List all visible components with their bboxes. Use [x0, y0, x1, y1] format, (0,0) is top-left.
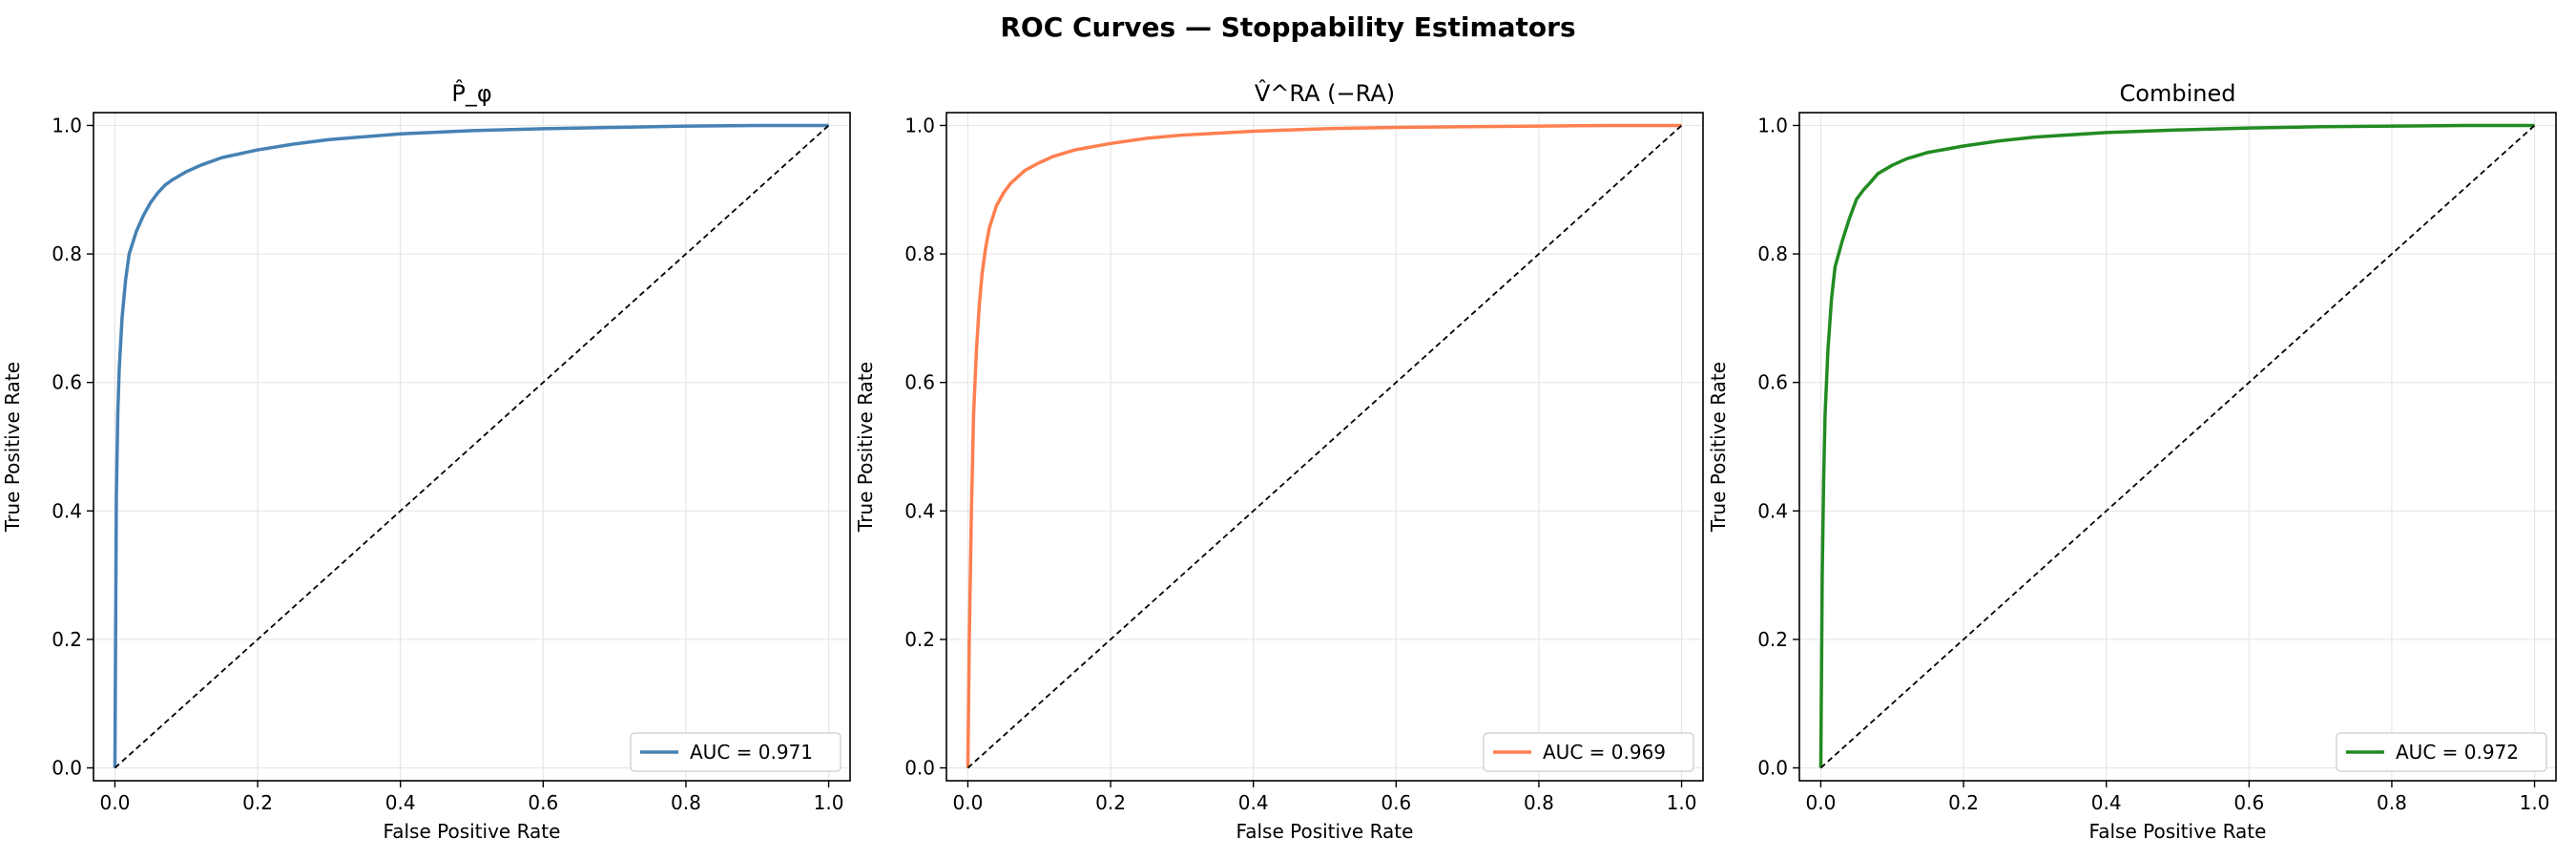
y-tick-label: 0.4: [52, 499, 82, 522]
axes-frame: [93, 112, 851, 782]
x-tick-label: 0.8: [1524, 791, 1554, 814]
legend-box: [2336, 732, 2547, 772]
y-axis-label: True Positive Rate: [1707, 362, 1730, 533]
x-axis-label: False Positive Rate: [1236, 820, 1414, 843]
y-tick-label: 0.8: [52, 242, 82, 265]
y-tick-label: 0.0: [904, 757, 935, 780]
x-tick-label: 0.4: [385, 791, 416, 814]
y-tick-label: 0.2: [1757, 628, 1788, 651]
axes-frame: [1798, 112, 2557, 782]
x-tick-label: 0.2: [1948, 791, 1979, 814]
y-tick-label: 0.4: [904, 499, 935, 522]
chance-diagonal-line: [966, 124, 1683, 769]
figure-suptitle: ROC Curves — Stoppability Estimators: [1000, 11, 1575, 43]
x-tick-label: 1.0: [2520, 791, 2550, 814]
x-tick-label: 0.0: [1806, 791, 1837, 814]
x-tick-label: 0.2: [242, 791, 273, 814]
legend-box: [630, 732, 841, 772]
legend-label: AUC = 0.969: [1543, 741, 1666, 764]
y-tick-label: 0.6: [1757, 371, 1788, 394]
x-tick-label: 1.0: [1667, 791, 1697, 814]
x-tick-label: 0.4: [2091, 791, 2122, 814]
roc-panel-3: 0.0 0.2 0.4 0.6 0.8 1.0 0.0 0.2 0.4 0.6 0.8 1.0 Fals…: [1707, 80, 2557, 843]
panels: 0.0 0.2 0.4 0.6 0.8 1.0 0.0 0.2 0.4 0.6 0.8 1.0 Fals…: [1, 80, 2557, 843]
y-axis-label: True Positive Rate: [854, 362, 877, 533]
panel-title: V̂^RA (−RA): [1255, 80, 1395, 107]
y-tick-label: 0.6: [904, 371, 935, 394]
chance-diagonal-line: [1819, 124, 2536, 769]
x-tick-label: 0.4: [1238, 791, 1269, 814]
roc-panel-1: 0.0 0.2 0.4 0.6 0.8 1.0 0.0 0.2 0.4 0.6 0.8 1.0 Fals…: [1, 80, 851, 843]
x-axis-label: False Positive Rate: [2089, 820, 2267, 843]
y-tick-label: 0.0: [52, 757, 82, 780]
x-tick-label: 0.6: [528, 791, 558, 814]
x-tick-label: 0.8: [671, 791, 701, 814]
legend-label: AUC = 0.971: [690, 741, 813, 764]
y-tick-label: 0.2: [904, 628, 935, 651]
x-tick-label: 0.8: [2377, 791, 2407, 814]
roc-curve-line: [1818, 123, 2535, 768]
panel-title: Combined: [2120, 80, 2236, 107]
x-tick-label: 0.6: [1381, 791, 1411, 814]
x-tick-label: 0.6: [2233, 791, 2264, 814]
x-tick-label: 0.2: [1095, 791, 1126, 814]
y-tick-label: 0.4: [1757, 499, 1788, 522]
legend: AUC = 0.971: [630, 732, 841, 772]
legend: AUC = 0.972: [2336, 732, 2547, 772]
legend-label: AUC = 0.972: [2396, 741, 2519, 764]
x-tick-label: 0.0: [100, 791, 131, 814]
y-axis-label: True Positive Rate: [1, 362, 24, 533]
x-tick-label: 0.0: [953, 791, 984, 814]
y-tick-label: 0.6: [52, 371, 82, 394]
x-axis-label: False Positive Rate: [384, 820, 561, 843]
roc-curve-line: [113, 123, 829, 768]
y-tick-label: 1.0: [52, 114, 82, 136]
y-tick-label: 1.0: [904, 114, 935, 136]
y-tick-label: 0.8: [1757, 242, 1788, 265]
legend: AUC = 0.969: [1483, 732, 1694, 772]
chance-diagonal-line: [114, 124, 830, 769]
y-tick-label: 0.8: [904, 242, 935, 265]
y-tick-label: 0.0: [1757, 757, 1788, 780]
panel-title: P̂_φ: [451, 80, 491, 107]
y-tick-label: 0.2: [52, 628, 82, 651]
roc-curve-line: [966, 123, 1682, 768]
x-tick-label: 1.0: [814, 791, 844, 814]
roc-panel-2: 0.0 0.2 0.4 0.6 0.8 1.0 0.0 0.2 0.4 0.6 0.8 1.0 Fals…: [854, 80, 1704, 843]
legend-box: [1483, 732, 1694, 772]
y-tick-label: 1.0: [1757, 114, 1788, 136]
axes-frame: [945, 112, 1704, 782]
